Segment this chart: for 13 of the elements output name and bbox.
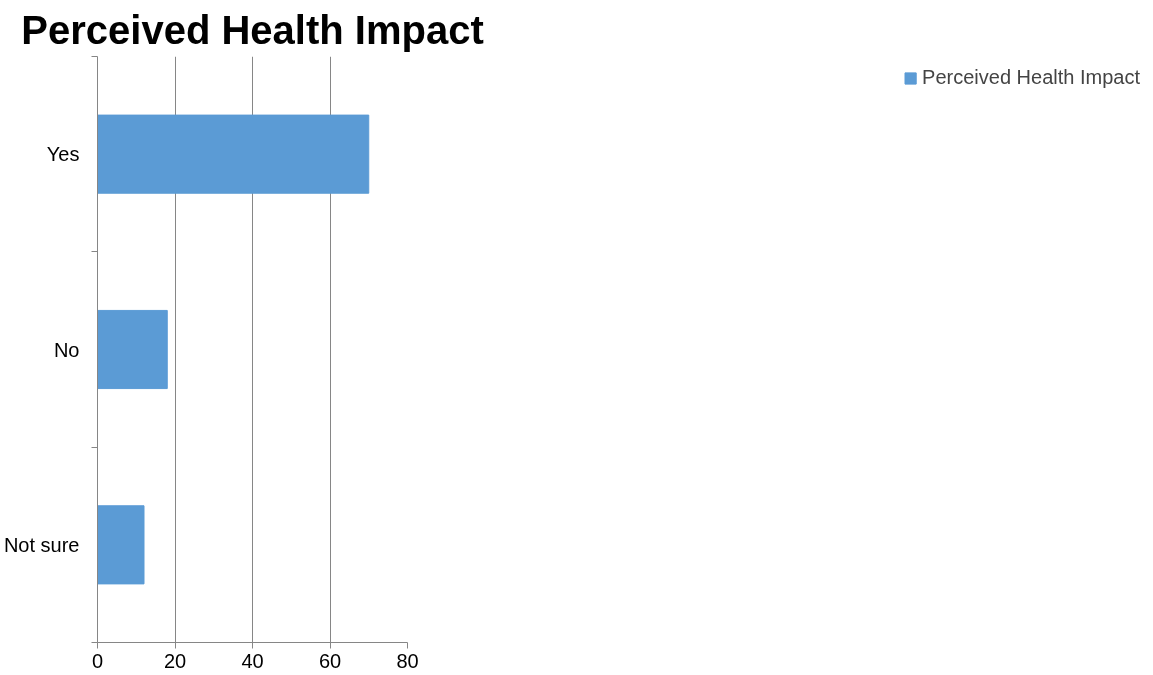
legend-label: Perceived Health Impact (922, 66, 1140, 89)
bar (97, 309, 168, 390)
x-tick-label: 40 (241, 649, 264, 672)
chart-title: Perceived Health Impact (21, 7, 484, 52)
x-tick-label: 20 (163, 649, 187, 672)
bar (97, 505, 145, 585)
x-tick-label: 60 (318, 649, 342, 672)
bar (97, 114, 370, 194)
x-tick-label: 80 (396, 649, 419, 672)
y-tick-label: Yes (46, 143, 80, 166)
y-tick-label: Not sure (3, 533, 80, 556)
y-tick-label: No (53, 338, 80, 361)
x-tick-label: 0 (91, 649, 104, 672)
